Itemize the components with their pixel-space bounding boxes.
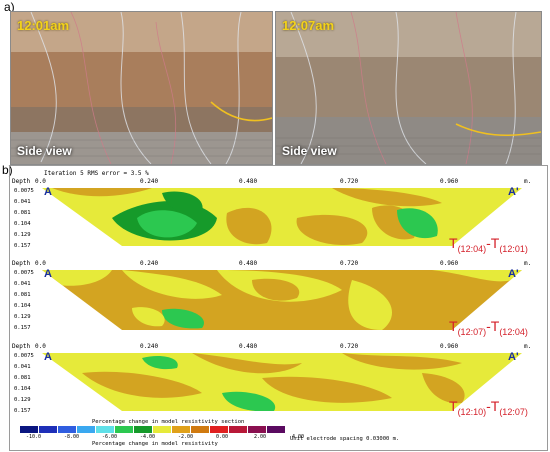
depth-label: 0.0075	[14, 353, 34, 359]
x-tick-label: 0.720	[340, 260, 359, 267]
legend-tick: -2.00	[178, 434, 194, 440]
depth-label: 0.104	[14, 221, 31, 227]
section-end-right: A'	[508, 268, 519, 280]
legend-swatch	[172, 426, 190, 433]
difference-label: T(12:04)-T(12:01)	[449, 235, 528, 254]
electrode-spacing: Unit electrode spacing 0.03000 m.	[290, 436, 400, 442]
x-tick-label: 0.720	[340, 343, 359, 350]
time-subscript: (12:04)	[499, 326, 528, 337]
section-end-right: A'	[508, 186, 519, 198]
photo-1201: 12:01am Side view	[10, 11, 273, 165]
depth-title: Depth	[12, 178, 31, 185]
x-tick-label: 0.480	[239, 178, 258, 185]
depth-label: 0.041	[14, 281, 31, 287]
legend-tick: -8.00	[64, 434, 80, 440]
x-tick-label: 0.0	[35, 260, 46, 267]
depth-labels: 0.0075 0.041 0.081 0.104 0.129 0.157	[14, 186, 34, 252]
legend-title: Percentage change in model resistivity s…	[92, 419, 245, 425]
section-end-right: A'	[508, 351, 519, 363]
depth-title: Depth	[12, 343, 31, 350]
x-tick-label: 0.480	[239, 343, 258, 350]
photo-1207: 12:07am Side view	[275, 11, 542, 165]
x-tick-label: 0.0	[35, 343, 46, 350]
difference-label: T(12:10)-T(12:07)	[449, 398, 528, 417]
legend-tick: -6.00	[102, 434, 118, 440]
time-subscript: (12:01)	[499, 243, 528, 254]
legend-swatch	[153, 426, 171, 433]
legend-swatch	[39, 426, 57, 433]
time-subscript: (12:07)	[499, 406, 528, 417]
depth-label: 0.157	[14, 408, 31, 414]
depth-label: 0.129	[14, 314, 31, 320]
x-unit: m.	[524, 343, 532, 350]
legend-swatch	[134, 426, 152, 433]
time-subscript: (12:04)	[457, 243, 487, 254]
photo-time-label: 12:01am	[17, 18, 70, 33]
x-tick-label: 0.480	[239, 260, 258, 267]
depth-label: 0.081	[14, 210, 31, 216]
time-subscript: (12:10)	[457, 406, 487, 417]
legend-swatch	[77, 426, 95, 433]
x-unit: m.	[524, 260, 532, 267]
section-end-left: A	[44, 186, 52, 198]
photo-caption: Side view	[17, 144, 72, 158]
panel-a-label: a)	[4, 0, 15, 14]
legend-swatch	[58, 426, 76, 433]
photo-caption: Side view	[282, 144, 337, 158]
x-tick-label: 0.240	[140, 178, 159, 185]
x-tick-label: 0.240	[140, 260, 159, 267]
section-end-left: A	[44, 268, 52, 280]
legend-swatch	[96, 426, 114, 433]
x-tick-label: 0.0	[35, 178, 46, 185]
legend-swatch	[229, 426, 247, 433]
depth-label: 0.0075	[14, 270, 34, 276]
depth-label: 0.157	[14, 243, 31, 249]
resistivity-section-1: A A'	[42, 186, 522, 252]
x-tick-label: 0.960	[440, 260, 459, 267]
x-tick-label: 0.720	[340, 178, 359, 185]
depth-label: 0.081	[14, 292, 31, 298]
legend-swatch	[115, 426, 133, 433]
iteration-header: Iteration 5 RMS error = 3.5 %	[44, 170, 149, 177]
time-subscript: (12:07)	[457, 326, 487, 337]
depth-title: Depth	[12, 260, 31, 267]
legend-tick: 2.00	[254, 434, 267, 440]
legend-tick: -4.00	[140, 434, 156, 440]
soil-wall-photo-right	[276, 12, 541, 164]
legend-tick: -10.0	[26, 434, 42, 440]
legend-swatch	[267, 426, 285, 433]
soil-wall-photo-left	[11, 12, 272, 164]
legend-title-bottom: Percentage change in model resistivity	[92, 441, 218, 447]
legend-tick: 4.00	[292, 434, 305, 440]
x-unit: m.	[524, 178, 532, 185]
depth-label: 0.081	[14, 375, 31, 381]
resistivity-section-2: A A'	[42, 268, 522, 334]
depth-label: 0.041	[14, 199, 31, 205]
legend-tick: 0.00	[216, 434, 229, 440]
legend-swatch	[20, 426, 38, 433]
depth-labels: 0.0075 0.041 0.081 0.104 0.129 0.157	[14, 268, 34, 334]
depth-labels: 0.0075 0.041 0.081 0.104 0.129 0.157	[14, 351, 34, 417]
panel-b-frame	[9, 165, 548, 451]
depth-label: 0.157	[14, 325, 31, 331]
depth-label: 0.041	[14, 364, 31, 370]
resistivity-section-3: A A'	[42, 351, 522, 415]
x-tick-label: 0.240	[140, 343, 159, 350]
difference-label: T(12:07)-T(12:04)	[449, 318, 528, 337]
legend-swatch	[210, 426, 228, 433]
depth-label: 0.104	[14, 386, 31, 392]
legend-swatch	[248, 426, 266, 433]
depth-label: 0.0075	[14, 188, 34, 194]
depth-label: 0.104	[14, 303, 31, 309]
x-tick-label: 0.960	[440, 343, 459, 350]
color-legend	[20, 426, 286, 433]
panel-b-label: b)	[2, 163, 13, 177]
depth-label: 0.129	[14, 232, 31, 238]
photo-time-label: 12:07am	[282, 18, 335, 33]
legend-swatch	[191, 426, 209, 433]
section-end-left: A	[44, 351, 52, 363]
depth-label: 0.129	[14, 397, 31, 403]
x-tick-label: 0.960	[440, 178, 459, 185]
